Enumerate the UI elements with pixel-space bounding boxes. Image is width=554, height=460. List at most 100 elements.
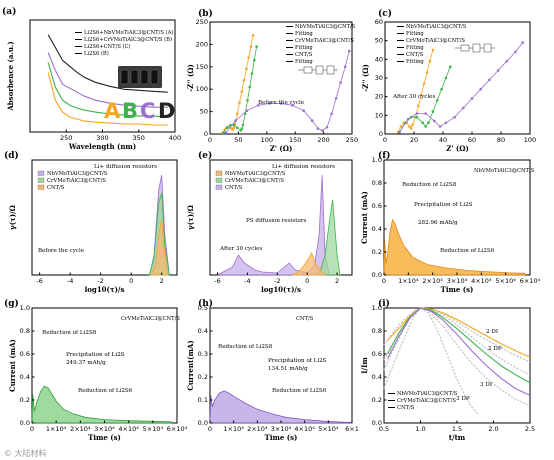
data-point-c-2-7 (453, 115, 456, 119)
x-tick-label-h-2: 2×10⁴ (247, 425, 268, 433)
data-point-c-2-14 (514, 50, 517, 54)
annotation-e-1: PS diffusion resistors (246, 218, 307, 224)
data-point-b-0-10 (240, 90, 244, 93)
x-tick-label-h-3: 3×10⁴ (271, 425, 292, 433)
y-tick-label-f-3: 0.6 (372, 202, 382, 210)
data-point-b-2-3 (257, 104, 260, 107)
data-point-c-0-10 (422, 82, 426, 85)
data-point-b-2-2 (245, 109, 249, 112)
y-axis-label-c: -Z'' (Ω) (361, 64, 370, 92)
y-tick-label-h-2: 0.2 (198, 373, 208, 381)
annotation-e-0: Li+ diffusion resistors (272, 164, 335, 170)
x-tick-label-d-0: -6 (36, 277, 42, 285)
panel-letter-d: (d) (4, 150, 19, 161)
panel-g: (g) 0 1×10⁴ 2×10⁴ 3×10⁴ 4×10⁴ 5×10⁴ 6×10⁴ 0.0 0.2… (4, 298, 188, 442)
y-axis-label-h: Current(mA) (186, 340, 195, 390)
panel-letter-h: (h) (198, 298, 213, 309)
panel-f: (f) 0 1×10⁴ 2×10⁴ 3×10⁴ 4×10⁴ 5×10⁴ 6×10⁴ 0.0 0.2… (360, 150, 541, 294)
data-point-b-2-5 (279, 102, 283, 105)
series-line-i-5 (387, 307, 531, 384)
data-point-b-0-14 (249, 45, 253, 48)
data-point-b-0-15 (251, 34, 255, 37)
vial-1 (130, 69, 139, 85)
series-fit-b-2 (225, 51, 350, 133)
x-tick-label-f-3: 3×10⁴ (447, 277, 468, 285)
data-point-c-2-0 (398, 130, 401, 134)
panel-letter-e: (e) (198, 150, 212, 161)
curve-label-i-0: 2 DI (486, 329, 498, 335)
data-point-c-0-12 (428, 59, 432, 63)
annotation-b: Before the cycle (258, 100, 305, 106)
y-tick-label-f-0: 0.0 (372, 271, 382, 279)
y-tick-label-c-5: 50 (375, 37, 383, 45)
x-tick-label-b-0: 0 (208, 136, 212, 144)
panel-d: (d) -6 -4 -2 0 2 log10(τ)/s γ(τ)/Ω NbVMoTiAlC3@C… (4, 150, 178, 294)
y-tick-label-f-4: 0.8 (372, 179, 382, 187)
y-tick-label-c-0: 0 (379, 130, 383, 138)
data-point-b-2-1 (234, 119, 237, 122)
x-tick-label-d-1: -4 (67, 277, 73, 285)
legend-label-g-0: CrVMoTiAlC3@CNT/S (121, 315, 180, 322)
y-tick-label-c-2: 20 (375, 93, 383, 101)
x-axis-label-g: Time (s) (88, 433, 121, 442)
panel-letter-a: (a) (2, 6, 16, 17)
annotation-f-2: 282.96 mAh/g (418, 220, 458, 226)
panel-letter-g: (g) (4, 298, 19, 309)
series-line-i-1 (383, 307, 531, 407)
x-tick-label-h-1: 1×10⁴ (223, 425, 244, 433)
y-tick-label-c-6: 60 (375, 18, 383, 26)
y-tick-label-i-4: 0.8 (372, 327, 382, 335)
legend-label-c-2: CrVMoTiAlC3@CNT/S (406, 37, 465, 44)
x-axis-label-d: log10(τ)/s (85, 285, 125, 294)
y-tick-label-b-4: 200 (196, 40, 208, 48)
y-tick-label-i-1: 0.2 (372, 396, 382, 404)
y-tick-label-b-1: 50 (200, 108, 208, 116)
series-line-i-6 (387, 307, 531, 396)
data-point-b-2-13 (334, 96, 338, 100)
legend-swatch-d-0 (37, 170, 45, 176)
x-tick-label-a-0: 250 (60, 134, 72, 142)
panel-letter-i: (i) (378, 298, 390, 309)
data-point-b-2-0 (224, 131, 228, 134)
panel-letter-f: (f) (378, 150, 390, 161)
data-point-b-2-10 (321, 129, 324, 132)
legend-label-e-1: CrVMoTiAlC3@CNT/S (225, 177, 284, 184)
x-tick-label-d-3: 0 (129, 277, 133, 285)
series-line-i-4 (387, 307, 531, 358)
data-point-b-2-15 (343, 65, 347, 69)
x-tick-label-g-4: 4×10⁴ (118, 425, 139, 433)
legend-label-d-1: CrVMoTiAlC3@CNT/S (47, 177, 106, 184)
data-point-b-1-3 (232, 123, 236, 127)
y-tick-label-i-5: 1.0 (372, 304, 382, 312)
y-tick-label-g-2: 0.4 (20, 373, 30, 381)
x-tick-label-h-6: 6×1 (345, 425, 359, 433)
legend-label-c-0: NbVMoTiAlC3@CNT/S (406, 23, 467, 30)
x-tick-label-g-6: 6×10⁴ (167, 425, 188, 433)
legend-label-i-2: CNT/S (397, 405, 415, 411)
y-tick-label-h-3: 0.3 (198, 350, 208, 358)
data-point-c-0-4 (408, 125, 411, 128)
data-point-b-2-16 (347, 49, 351, 53)
data-point-b-0-11 (242, 78, 246, 82)
watermark: © 大陆材料 (4, 448, 47, 458)
data-point-c-1-5 (424, 125, 427, 128)
data-point-b-2-12 (330, 112, 333, 116)
panel-letter-c: (c) (378, 8, 392, 19)
series-area-e-2 (292, 252, 327, 276)
legend-label-a-3: Li2S6 (B) (84, 50, 109, 57)
data-point-c-2-9 (470, 97, 474, 100)
series-area-e-1 (315, 199, 341, 276)
legend-label-a-1: Li2S6+CrVMoTiAlC3@CNT/S (B) (84, 36, 172, 43)
x-tick-label-h-0: 0 (208, 425, 212, 433)
series-area-g-0 (31, 385, 173, 424)
legend-label-a-2: Li2S6+CNT/S (C) (84, 43, 131, 50)
y-tick-label-g-5: 1.0 (20, 304, 30, 312)
data-point-b-2-14 (339, 81, 342, 84)
data-point-c-1-10 (444, 76, 448, 80)
annotation-h-3: Reduction of Li2S6 (272, 388, 327, 394)
y-axis-label-e: γ(τ)/Ω (186, 205, 195, 230)
data-point-c-1-3 (415, 115, 419, 119)
legend-label-a-0: Li2S6+NbVMoTiAlC3@CNT/S (A) (84, 29, 173, 36)
y-tick-label-g-0: 0.0 (20, 419, 30, 427)
x-axis-label-a: Wavelength (nm) (68, 142, 136, 151)
